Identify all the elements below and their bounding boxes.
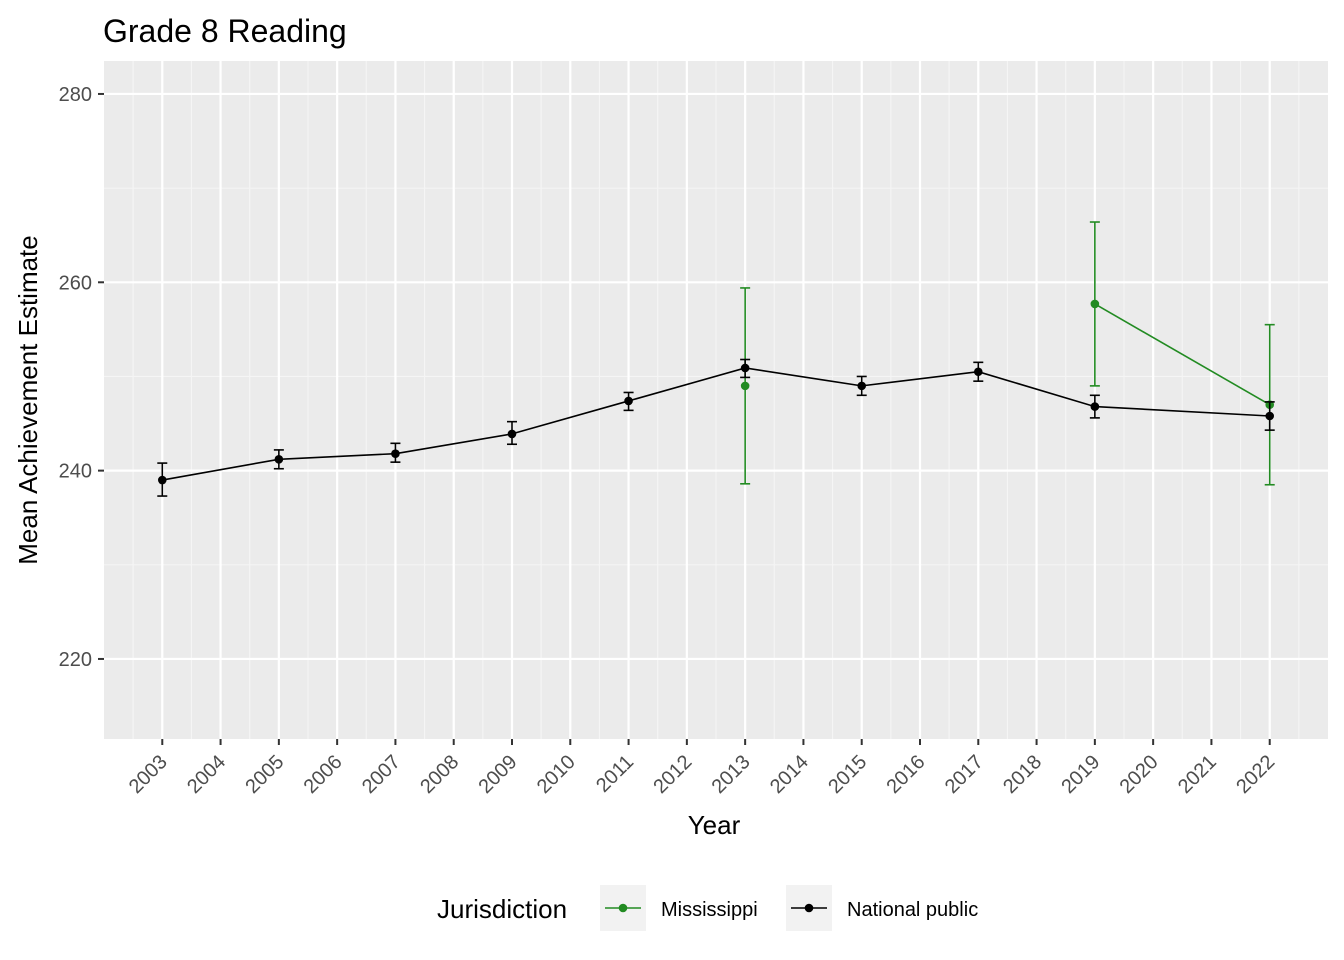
- data-point: [1265, 411, 1275, 421]
- y-axis: 220 240 260 280: [59, 84, 104, 671]
- x-tick-label: 2014: [766, 751, 813, 798]
- x-tick-label: 2017: [941, 751, 988, 798]
- series-line: [1094, 303, 1271, 406]
- series-layer: [157, 221, 1275, 497]
- series-line: [162, 367, 1270, 481]
- x-tick-label: 2020: [1116, 751, 1163, 798]
- x-tick-label: 2015: [824, 751, 871, 798]
- data-point: [507, 429, 517, 439]
- data-point: [391, 449, 400, 458]
- x-tick-label: 2010: [533, 751, 580, 798]
- x-tick-label: 2021: [1174, 751, 1221, 798]
- data-point: [740, 381, 750, 391]
- legend: Jurisdiction Mississippi National public: [437, 885, 978, 931]
- grid-minor: [104, 61, 1328, 739]
- x-tick-label: 2004: [183, 751, 230, 798]
- x-tick-label: 2006: [300, 751, 347, 798]
- legend-item-mississippi: Mississippi: [600, 885, 758, 931]
- y-tick-label: 220: [59, 649, 92, 671]
- data-point: [624, 396, 633, 406]
- x-tick-label: 2013: [708, 751, 755, 798]
- x-tick-label: 2009: [475, 751, 522, 798]
- legend-label: National public: [847, 899, 978, 921]
- y-tick-label: 240: [59, 461, 92, 483]
- chart-title: Grade 8 Reading: [103, 13, 347, 49]
- y-tick-label: 260: [59, 272, 92, 294]
- x-tick-label: 2008: [416, 751, 463, 798]
- data-point: [973, 367, 983, 377]
- data-point: [1090, 299, 1100, 309]
- x-tick-label: 2018: [999, 751, 1046, 798]
- x-tick-label: 2005: [241, 751, 288, 798]
- y-axis-title: Mean Achievement Estimate: [13, 235, 43, 565]
- y-tick-label: 280: [59, 84, 92, 106]
- legend-item-national-public: National public: [786, 885, 978, 931]
- x-tick-label: 2022: [1232, 751, 1279, 798]
- x-tick-label: 2012: [649, 751, 696, 798]
- data-point: [157, 475, 167, 485]
- data-point: [857, 381, 867, 391]
- legend-title: Jurisdiction: [437, 894, 567, 924]
- series-mississippi: [740, 221, 1275, 486]
- legend-label: Mississippi: [661, 899, 758, 921]
- data-point: [1090, 402, 1100, 411]
- x-tick-label: 2019: [1057, 751, 1104, 798]
- x-axis: 2003 2004 2005 2006 2007 2008 2009 2010 2011 2012…: [125, 739, 1279, 798]
- series-national-public: [157, 358, 1275, 497]
- x-tick-label: 2003: [125, 751, 172, 798]
- data-point: [274, 455, 284, 464]
- x-tick-label: 2007: [358, 751, 405, 798]
- data-point: [740, 363, 750, 373]
- x-axis-title: Year: [688, 810, 741, 840]
- grid-major: [104, 61, 1328, 739]
- x-tick-label: 2011: [592, 751, 638, 797]
- x-tick-label: 2016: [883, 751, 930, 798]
